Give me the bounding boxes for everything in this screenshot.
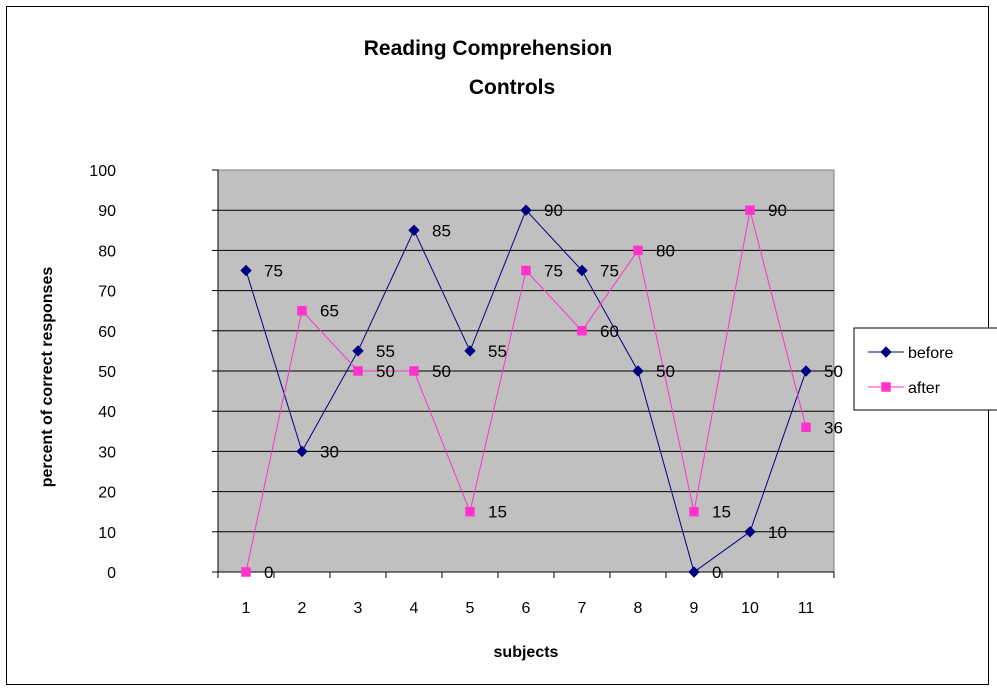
data-label-after: 36 — [824, 418, 843, 437]
x-tick-label: 3 — [354, 600, 363, 617]
data-label-before: 55 — [488, 342, 507, 361]
data-point-after — [577, 326, 587, 336]
data-point-before — [240, 264, 252, 277]
x-tick-label: 10 — [741, 600, 759, 617]
data-point-before — [408, 224, 420, 237]
data-label-after: 15 — [712, 503, 731, 522]
legend-label-after: after — [908, 380, 941, 397]
x-tick-label: 7 — [578, 600, 587, 617]
x-tick-label: 6 — [522, 600, 531, 617]
y-tick-label: 30 — [98, 444, 116, 461]
data-point-after — [745, 205, 755, 215]
data-label-after: 60 — [600, 322, 619, 341]
data-point-before — [744, 526, 756, 538]
data-label-before: 90 — [544, 201, 563, 220]
y-tick-label: 70 — [98, 284, 116, 301]
data-label-after: 50 — [432, 362, 451, 381]
y-axis-label: percent of correct responses — [39, 267, 56, 488]
series-layer — [240, 204, 812, 578]
data-label-before: 30 — [320, 442, 339, 461]
data-label-after: 50 — [376, 362, 395, 381]
chart-title-line-2: Controls — [469, 76, 555, 99]
y-tick-label: 80 — [98, 243, 116, 260]
y-tick-label: 40 — [98, 404, 116, 421]
y-tick-label: 0 — [107, 565, 116, 582]
data-point-before — [520, 204, 532, 216]
chart-title-line-1: Reading Comprehension — [364, 37, 613, 60]
data-point-before — [800, 365, 812, 377]
data-label-before: 50 — [656, 362, 675, 381]
y-tick-label: 100 — [89, 163, 116, 180]
data-label-after: 15 — [488, 503, 507, 522]
data-point-after — [465, 506, 475, 517]
legend: before after — [853, 327, 997, 411]
x-tick-labels: 1 2 3 4 5 6 7 8 9 10 11 — [242, 600, 815, 617]
data-label-after: 75 — [544, 262, 563, 281]
data-point-before — [352, 345, 364, 357]
data-point-after — [521, 265, 531, 276]
x-tick-label: 4 — [410, 600, 419, 617]
data-label-after: 80 — [656, 241, 675, 260]
data-point-after — [241, 567, 251, 577]
x-tick-label: 11 — [798, 600, 815, 617]
data-label-before: 75 — [264, 262, 283, 281]
data-label-before: 50 — [824, 362, 843, 381]
data-point-before — [688, 566, 700, 578]
data-label-before: 75 — [600, 262, 619, 281]
x-tick-label: 8 — [634, 600, 643, 617]
y-tick-label: 50 — [98, 364, 116, 381]
data-label-after: 0 — [264, 563, 273, 582]
x-axis-label: subjects — [494, 644, 559, 661]
data-label-after: 90 — [768, 201, 787, 220]
data-label-before: 85 — [432, 221, 451, 240]
legend-marker-before — [880, 346, 892, 358]
y-tick-label: 60 — [98, 324, 116, 341]
data-point-after — [801, 422, 811, 433]
data-label-before: 10 — [768, 523, 787, 542]
data-label-after: 65 — [320, 302, 339, 321]
axes — [212, 169, 835, 578]
data-label-before: 0 — [712, 563, 721, 582]
x-tick-label: 2 — [298, 600, 307, 617]
y-tick-label: 10 — [98, 525, 116, 542]
data-labels: 75 30 55 85 55 90 75 50 0 10 50 0 65 50 50 15 75 60 80 15 90… — [264, 201, 843, 582]
data-point-after — [689, 506, 699, 517]
data-point-before — [632, 365, 644, 377]
x-tick-label: 5 — [466, 600, 475, 617]
y-tick-labels: 0 10 20 30 40 50 60 70 80 90 100 — [89, 163, 116, 582]
data-point-after — [297, 305, 307, 316]
data-point-before — [464, 345, 476, 357]
data-point-after — [409, 366, 419, 376]
data-label-before: 55 — [376, 342, 395, 361]
data-point-after — [633, 245, 643, 256]
y-tick-label: 20 — [98, 485, 116, 502]
x-tick-label: 1 — [242, 600, 251, 617]
y-tick-label: 90 — [98, 203, 116, 220]
data-point-before — [576, 264, 588, 277]
x-tick-label: 9 — [690, 600, 699, 617]
data-point-after — [353, 366, 363, 376]
legend-box — [853, 327, 997, 411]
data-point-before — [296, 445, 308, 458]
legend-marker-after — [881, 382, 891, 392]
legend-label-before: before — [908, 345, 953, 362]
